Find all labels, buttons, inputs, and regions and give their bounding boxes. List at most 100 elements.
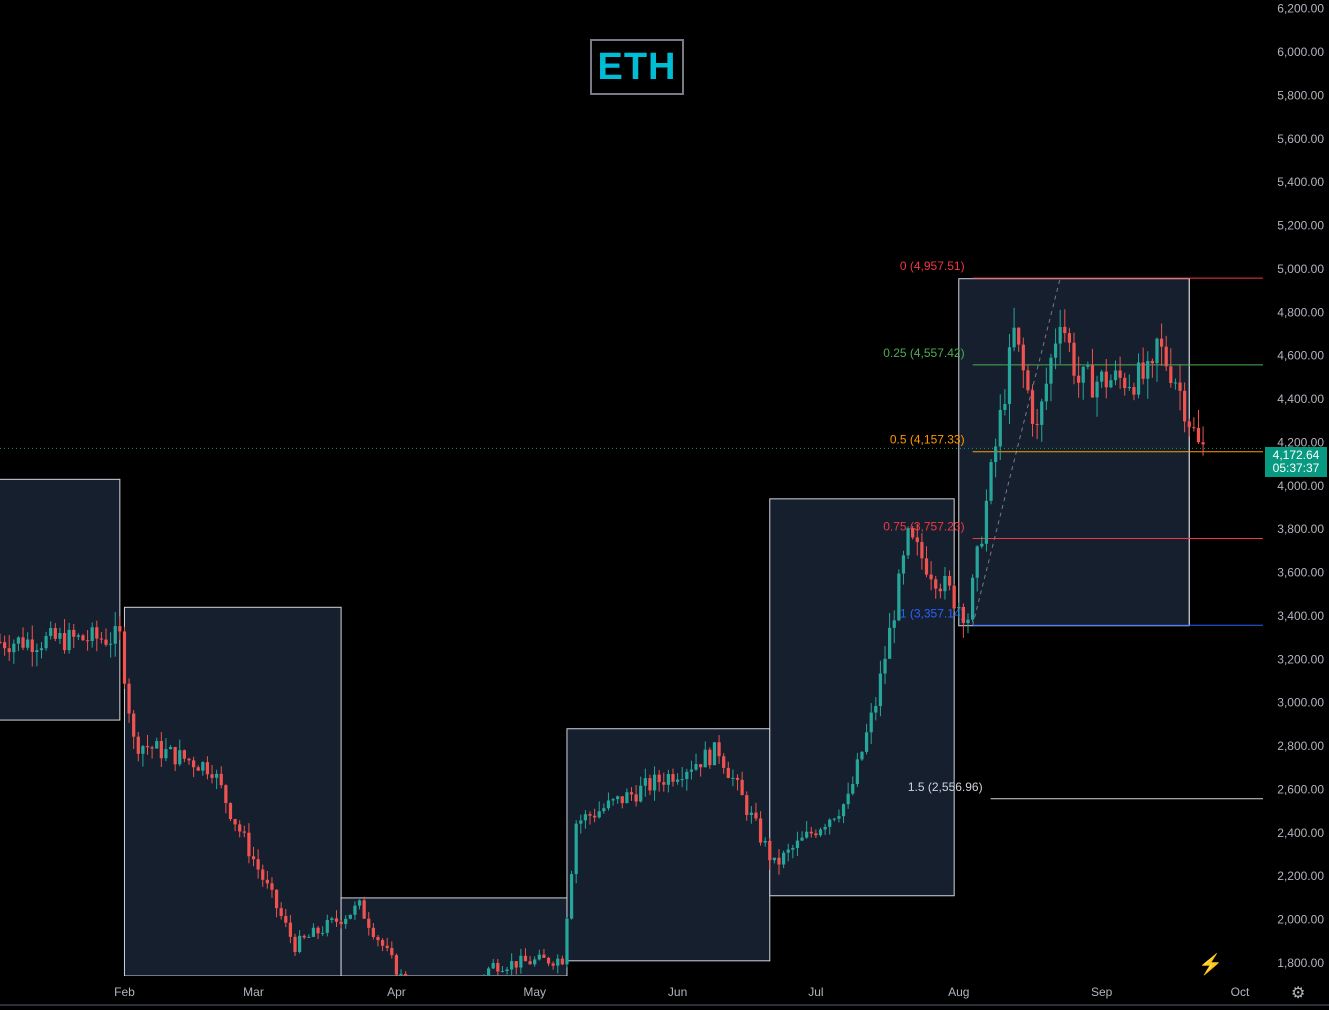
candle-body — [860, 751, 864, 760]
candle-body — [620, 796, 624, 804]
candle-body — [26, 639, 30, 648]
candle — [380, 938, 385, 952]
candle-body — [371, 927, 375, 937]
candle — [90, 622, 94, 648]
candle — [242, 825, 246, 838]
candle — [1077, 356, 1081, 398]
time-tick-label: May — [523, 985, 546, 999]
candle-body — [58, 633, 62, 639]
price-tick-label: 5,000.00 — [1277, 262, 1324, 276]
candle — [551, 961, 555, 970]
candle — [265, 870, 269, 889]
candle-body — [583, 814, 588, 821]
candle-body — [551, 963, 555, 966]
price-tick-label: 2,600.00 — [1277, 782, 1324, 796]
candle-body — [510, 961, 514, 970]
candle — [989, 458, 993, 505]
candle — [583, 810, 588, 829]
candle — [832, 817, 836, 822]
candle — [76, 633, 80, 641]
candle-body — [795, 840, 800, 849]
candle — [210, 764, 214, 784]
candle — [150, 745, 154, 759]
candle — [215, 769, 219, 790]
candle — [703, 741, 707, 768]
candle-body — [224, 785, 228, 804]
candle — [920, 533, 924, 570]
candle-body — [837, 816, 841, 819]
price-tick-label: 3,000.00 — [1277, 696, 1324, 710]
candle-body — [325, 920, 329, 933]
candle-body — [533, 959, 537, 965]
candle — [1146, 351, 1150, 399]
candle-body — [851, 784, 855, 794]
candle — [722, 753, 726, 774]
candle — [30, 625, 34, 667]
time-tick-label: Feb — [114, 985, 135, 999]
price-tick-label: 6,000.00 — [1277, 45, 1324, 59]
candle — [16, 636, 21, 652]
candle-body — [72, 629, 76, 637]
candle-body — [168, 747, 173, 750]
candle — [399, 969, 403, 976]
time-tick-label: Sep — [1091, 985, 1113, 999]
candle-body — [694, 764, 698, 770]
gear-icon[interactable]: ⚙ — [1291, 985, 1306, 1002]
candle-body — [394, 955, 399, 975]
candle — [837, 809, 841, 823]
candle — [122, 626, 127, 689]
candlestick-series — [0, 307, 1205, 976]
bolt-icon[interactable]: ⚡ — [1198, 954, 1223, 976]
candle-body — [1201, 442, 1205, 445]
candle — [957, 602, 961, 618]
candle — [1049, 353, 1053, 402]
candle — [795, 831, 800, 857]
candle-body — [155, 741, 159, 749]
candle — [118, 616, 122, 640]
candle — [1095, 375, 1099, 417]
candle — [1159, 323, 1164, 366]
candle-body — [947, 576, 952, 586]
candle — [781, 850, 786, 869]
candle-body — [966, 619, 970, 624]
price-axis[interactable]: 1,800.00 2,000.00 2,200.00 2,400.00 2,600.00… — [1277, 2, 1324, 970]
candle — [874, 697, 878, 721]
candle — [178, 739, 182, 767]
candle — [818, 827, 823, 837]
candle-body — [924, 558, 929, 575]
candle — [1132, 382, 1136, 401]
candle — [1196, 410, 1201, 444]
price-tick-label: 2,400.00 — [1277, 826, 1324, 840]
candle — [846, 782, 850, 809]
candle-body — [855, 759, 859, 785]
candle — [809, 826, 813, 838]
fibonacci-retracement[interactable]: 0 (4,957.51) 0.25 (4,557.42) 0.5 (4,157.33… — [883, 259, 1263, 800]
candle — [652, 766, 657, 801]
candle-body — [648, 778, 652, 791]
candle — [274, 889, 279, 918]
candle-body — [321, 932, 325, 934]
candle — [901, 550, 906, 585]
candle-body — [353, 905, 357, 915]
price-tick-label: 4,800.00 — [1277, 305, 1324, 319]
candle — [643, 768, 647, 797]
candle — [173, 746, 177, 772]
range-box-0 — [0, 478, 121, 721]
candle-body — [975, 546, 979, 578]
candle-body — [99, 638, 104, 640]
candle-body — [1021, 344, 1025, 371]
candle-body — [44, 636, 48, 649]
candle-body — [1196, 427, 1201, 443]
candle-body — [380, 940, 385, 946]
candle-body — [376, 936, 380, 941]
candle-body — [141, 746, 145, 754]
candle-body — [219, 773, 223, 786]
candle-body — [238, 824, 242, 832]
candle — [588, 811, 592, 825]
candle — [302, 934, 306, 940]
candle — [1067, 327, 1072, 353]
candle-body — [1164, 346, 1168, 367]
candle-body — [228, 803, 233, 820]
candle — [307, 934, 311, 938]
